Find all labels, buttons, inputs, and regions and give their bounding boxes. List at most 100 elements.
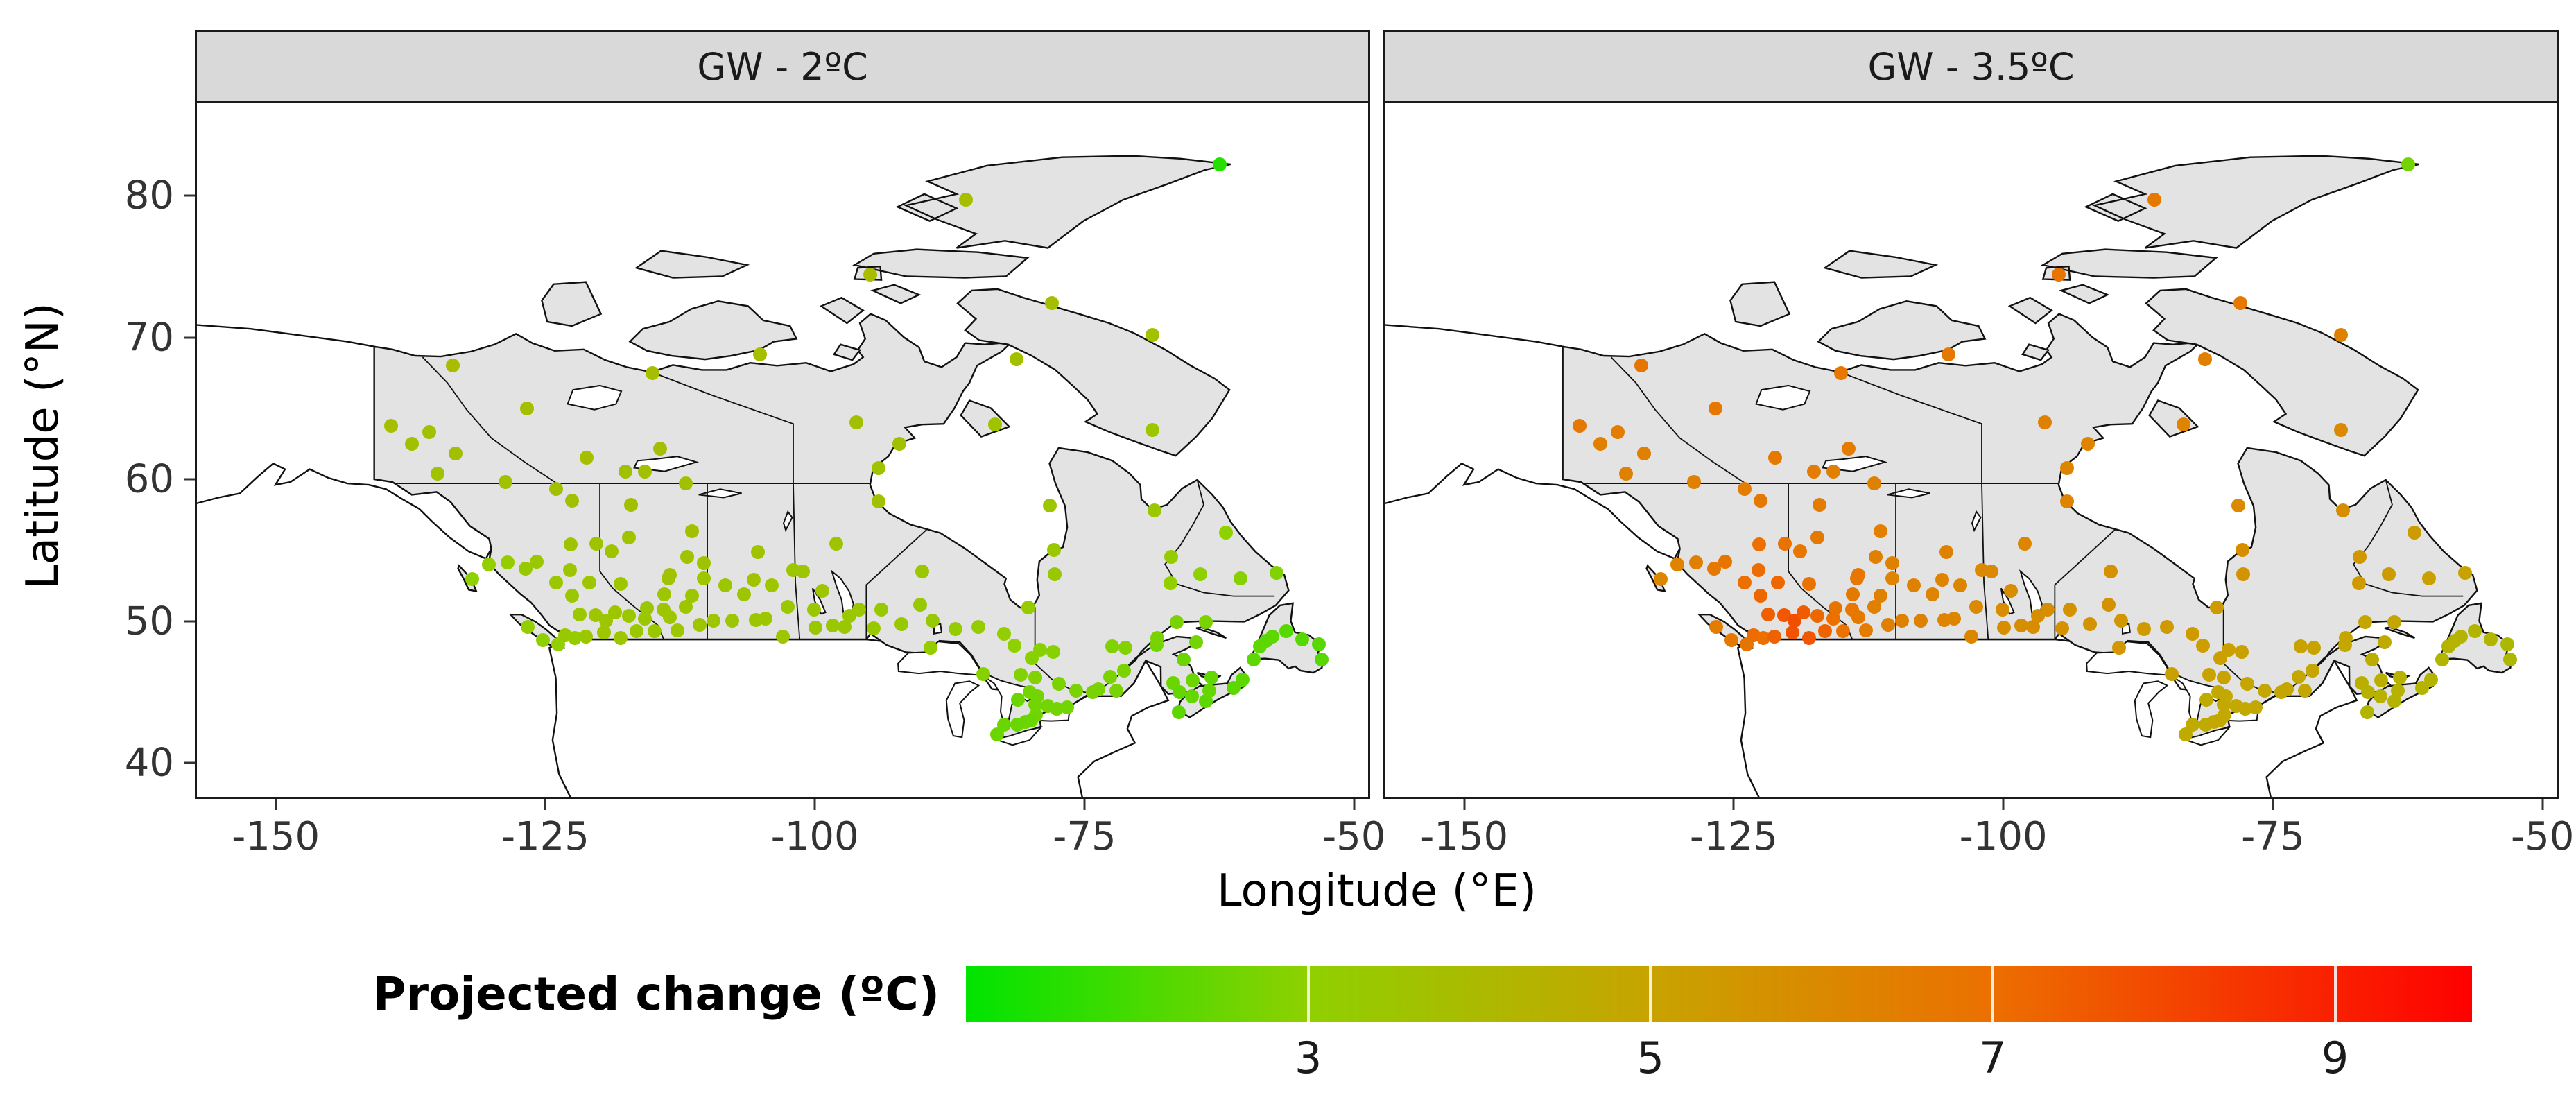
station-point <box>613 630 628 645</box>
station-point <box>2401 157 2416 171</box>
station-point <box>482 557 496 571</box>
station-point <box>2378 635 2392 650</box>
station-point <box>551 637 565 652</box>
station-point <box>404 436 419 451</box>
x-axis-title: Longitude (°E) <box>1216 865 1537 917</box>
x-tick-label: -150 <box>232 814 320 859</box>
station-point <box>1021 600 1036 614</box>
station-point <box>1846 587 1860 601</box>
station-point <box>765 578 779 593</box>
station-point <box>1885 555 1900 570</box>
station-dots-layer-gw2 <box>197 103 1368 797</box>
station-point <box>1202 683 1216 698</box>
station-point <box>1311 637 1326 652</box>
station-point <box>548 576 563 590</box>
station-point <box>2063 603 2077 617</box>
colorbar-tick-label: 3 <box>1294 1033 1322 1083</box>
y-tick-label: 70 <box>124 315 174 361</box>
station-point <box>500 555 515 569</box>
map-plot-area-gw2 <box>195 103 1370 799</box>
colorbar-tick-mark <box>1991 966 1994 1022</box>
station-point <box>1826 464 1841 479</box>
station-point <box>1786 625 1800 639</box>
station-point <box>1817 623 1832 638</box>
x-tick-label: -100 <box>770 814 859 859</box>
station-point <box>1186 673 1200 688</box>
station-point <box>996 626 1011 641</box>
station-point <box>1204 671 1218 685</box>
station-point <box>2274 684 2289 699</box>
station-point <box>2159 619 2174 634</box>
station-point <box>662 567 677 582</box>
station-point <box>1996 603 2010 617</box>
station-point <box>1164 550 1179 565</box>
station-point <box>1826 612 1841 626</box>
station-point <box>693 617 707 632</box>
station-point <box>1670 557 1685 571</box>
station-point <box>924 641 938 655</box>
x-tick-mark <box>544 799 546 810</box>
station-point <box>2196 639 2211 653</box>
station-point <box>746 573 761 587</box>
station-point <box>976 667 991 682</box>
station-point <box>1841 441 1856 456</box>
station-point <box>2374 673 2389 688</box>
station-point <box>1953 578 1967 593</box>
station-point <box>1573 419 1587 433</box>
station-point <box>2503 652 2518 666</box>
station-point <box>1810 609 1824 623</box>
station-point <box>605 544 619 559</box>
station-point <box>2500 637 2514 652</box>
station-point <box>849 415 864 430</box>
station-point <box>838 619 852 634</box>
station-point <box>2231 498 2246 512</box>
station-point <box>1634 359 1648 373</box>
station-point <box>1964 629 1978 644</box>
x-tick-label: -150 <box>1420 814 1509 859</box>
station-point <box>679 476 693 491</box>
station-point <box>1046 645 1060 660</box>
station-point <box>1996 620 2011 635</box>
station-point <box>2240 676 2254 691</box>
station-point <box>578 629 593 644</box>
station-point <box>384 419 399 433</box>
station-point <box>874 603 889 617</box>
station-point <box>624 497 638 512</box>
station-point <box>449 447 463 461</box>
y-tick-label: 80 <box>124 173 174 218</box>
station-point <box>2468 623 2482 638</box>
station-point <box>1044 296 1059 311</box>
station-point <box>1708 401 1722 415</box>
station-point <box>422 425 436 440</box>
station-point <box>1939 545 1953 560</box>
station-point <box>1146 423 1160 438</box>
x-tick-label: -125 <box>1689 814 1778 859</box>
station-point <box>1246 652 1261 666</box>
station-point <box>2235 543 2249 558</box>
station-point <box>781 599 795 614</box>
station-point <box>1777 608 1791 623</box>
station-point <box>1753 493 1767 508</box>
station-point <box>1829 601 1843 616</box>
station-point <box>1739 637 1754 652</box>
station-point <box>1941 347 1955 361</box>
station-point <box>1177 652 1191 666</box>
station-point <box>1718 554 1732 569</box>
station-point <box>1118 641 1132 655</box>
station-point <box>2238 701 2252 716</box>
station-point <box>807 603 822 617</box>
station-point <box>2249 700 2263 714</box>
station-point <box>2361 684 2376 699</box>
station-point <box>697 555 711 570</box>
station-point <box>808 620 822 635</box>
station-point <box>582 576 596 590</box>
station-point <box>2387 615 2402 630</box>
station-point <box>680 550 694 565</box>
station-point <box>1199 615 1213 630</box>
map-plot-area-gw35 <box>1383 103 2559 799</box>
station-point <box>1109 683 1124 698</box>
station-point <box>2081 436 2095 451</box>
station-dots-layer-gw35 <box>1385 103 2557 797</box>
station-point <box>2353 550 2367 565</box>
station-point <box>2136 621 2151 636</box>
